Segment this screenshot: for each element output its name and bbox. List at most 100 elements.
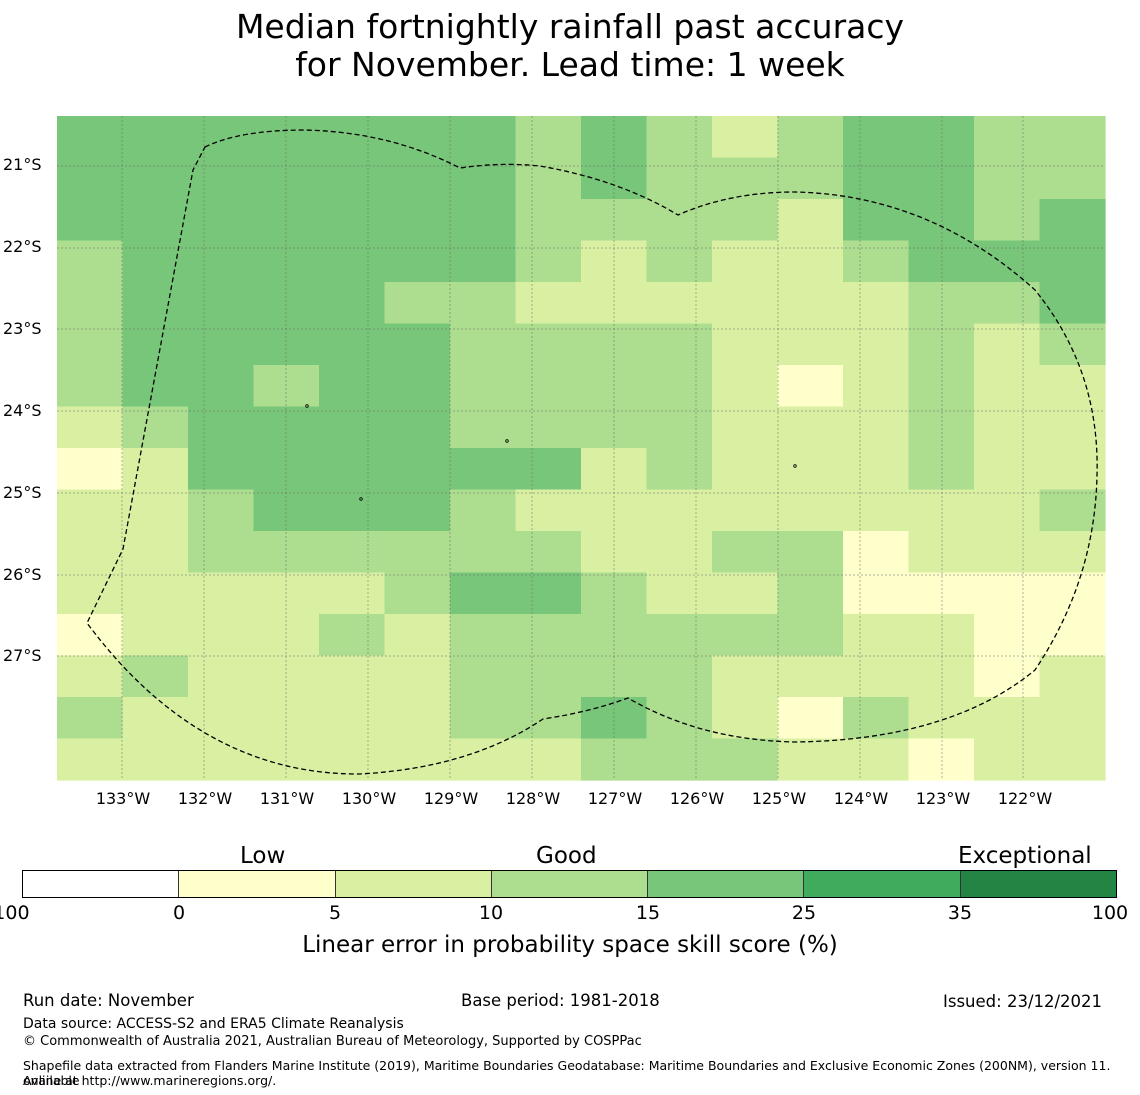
skill-grid-cell <box>908 282 975 325</box>
lat-label-23s: 23°S <box>3 319 42 338</box>
skill-grid-cell <box>319 199 386 242</box>
skill-grid-cell <box>450 697 517 740</box>
skill-grid-cell <box>777 323 844 366</box>
skill-grid-cell <box>384 199 451 242</box>
skill-grid-cell <box>122 240 189 283</box>
run-date: Run date: November <box>23 991 194 1010</box>
lat-label-25s: 25°S <box>3 483 42 502</box>
skill-grid-cell <box>843 448 910 491</box>
lon-label-130w: 130°W <box>341 789 397 808</box>
skill-grid-cell <box>777 531 844 574</box>
skill-grid-cell <box>974 738 1041 781</box>
skill-grid-cell <box>253 614 320 657</box>
skill-grid-cell <box>843 199 910 242</box>
skill-grid-cell <box>515 655 582 698</box>
skill-grid-cell <box>974 157 1041 200</box>
skill-grid-cell <box>253 365 320 408</box>
skill-grid-cell <box>188 614 255 657</box>
skill-grid-cell <box>777 282 844 325</box>
skill-grid-cell <box>712 655 779 698</box>
skill-grid-cell <box>1039 531 1106 574</box>
skill-grid-cell <box>450 614 517 657</box>
colorbar-tick-minus100: -100 <box>0 902 30 924</box>
skill-grid-cell <box>57 199 124 242</box>
skill-grid-cell <box>515 199 582 242</box>
skill-grid-cell <box>188 240 255 283</box>
skill-grid-cell <box>712 157 779 200</box>
skill-grid-cell <box>384 157 451 200</box>
skill-grid-cell <box>253 199 320 242</box>
skill-grid-cell <box>646 365 713 408</box>
skill-grid-cell <box>450 531 517 574</box>
skill-grid-cell <box>908 199 975 242</box>
skill-grid-cell <box>712 406 779 449</box>
skill-grid-cell <box>646 157 713 200</box>
skill-grid-cell <box>843 116 910 159</box>
skill-grid-cell <box>908 489 975 532</box>
skill-grid-cell <box>188 157 255 200</box>
skill-grid-cell <box>319 240 386 283</box>
skill-grid-cell <box>1039 697 1106 740</box>
skill-grid-cell <box>974 406 1041 449</box>
copyright-notice: © Commonwealth of Australia 2021, Austra… <box>23 1034 642 1049</box>
skill-grid-cell <box>646 531 713 574</box>
skill-grid-cell <box>712 738 779 781</box>
skill-grid-cell <box>908 655 975 698</box>
skill-grid-cell <box>319 282 386 325</box>
skill-grid-cell <box>319 323 386 366</box>
eez-boundary <box>86 129 1098 775</box>
skill-grid-cell <box>57 406 124 449</box>
skill-grid-cell <box>712 572 779 615</box>
skill-grid-cell <box>253 531 320 574</box>
skill-grid-cell <box>974 489 1041 532</box>
skill-grid-cell <box>122 531 189 574</box>
skill-grid-cell <box>515 116 582 159</box>
skill-grid-cell <box>384 697 451 740</box>
skill-grid-cell <box>908 323 975 366</box>
skill-grid-cell <box>57 614 124 657</box>
skill-grid-cell <box>57 448 124 491</box>
skill-grid-cell <box>974 655 1041 698</box>
legend-category-exceptional: Exceptional <box>958 843 1092 869</box>
skill-grid-cell <box>712 323 779 366</box>
skill-grid-cell <box>974 323 1041 366</box>
skill-grid-cell <box>515 406 582 449</box>
skill-grid-cell <box>319 655 386 698</box>
skill-grid-cell <box>384 240 451 283</box>
lon-label-132w: 132°W <box>177 789 233 808</box>
lon-label-129w: 129°W <box>423 789 479 808</box>
skill-grid-cell <box>712 282 779 325</box>
skill-grid-cell <box>777 697 844 740</box>
colorbar-segment <box>960 871 1116 897</box>
skill-grid-cell <box>319 448 386 491</box>
skill-grid-cell <box>319 406 386 449</box>
legend-category-good: Good <box>536 843 597 869</box>
lon-label-122w: 122°W <box>997 789 1053 808</box>
skill-grid-cell <box>843 406 910 449</box>
skill-grid-cell <box>253 116 320 159</box>
skill-grid-cell <box>57 157 124 200</box>
skill-grid-cell <box>450 116 517 159</box>
colorbar-segment <box>23 871 180 897</box>
shapefile-credit-line2: online at http://www.marineregions.org/. <box>23 1073 277 1088</box>
skill-grid-cell <box>908 240 975 283</box>
skill-grid-cell <box>777 116 844 159</box>
skill-grid-cell <box>188 738 255 781</box>
shapefile-credit-line1: Shapefile data extracted from Flanders M… <box>23 1058 1111 1088</box>
skill-grid-cell <box>974 697 1041 740</box>
skill-grid-cell <box>122 365 189 408</box>
skill-grid-cell <box>777 240 844 283</box>
skill-grid-cell <box>122 199 189 242</box>
skill-grid-cell <box>974 365 1041 408</box>
skill-grid-cell <box>515 738 582 781</box>
skill-grid-cell <box>122 614 189 657</box>
skill-grid-cell <box>57 240 124 283</box>
skill-grid-cell <box>908 572 975 615</box>
island-outline <box>793 464 797 468</box>
legend-category-low: Low <box>240 843 286 869</box>
colorbar-tick-0: 0 <box>172 902 186 924</box>
skill-grid-cell <box>122 448 189 491</box>
skill-grid-cell <box>1039 738 1106 781</box>
lat-label-26s: 26°S <box>3 565 42 584</box>
skill-grid-cell <box>1039 282 1106 325</box>
